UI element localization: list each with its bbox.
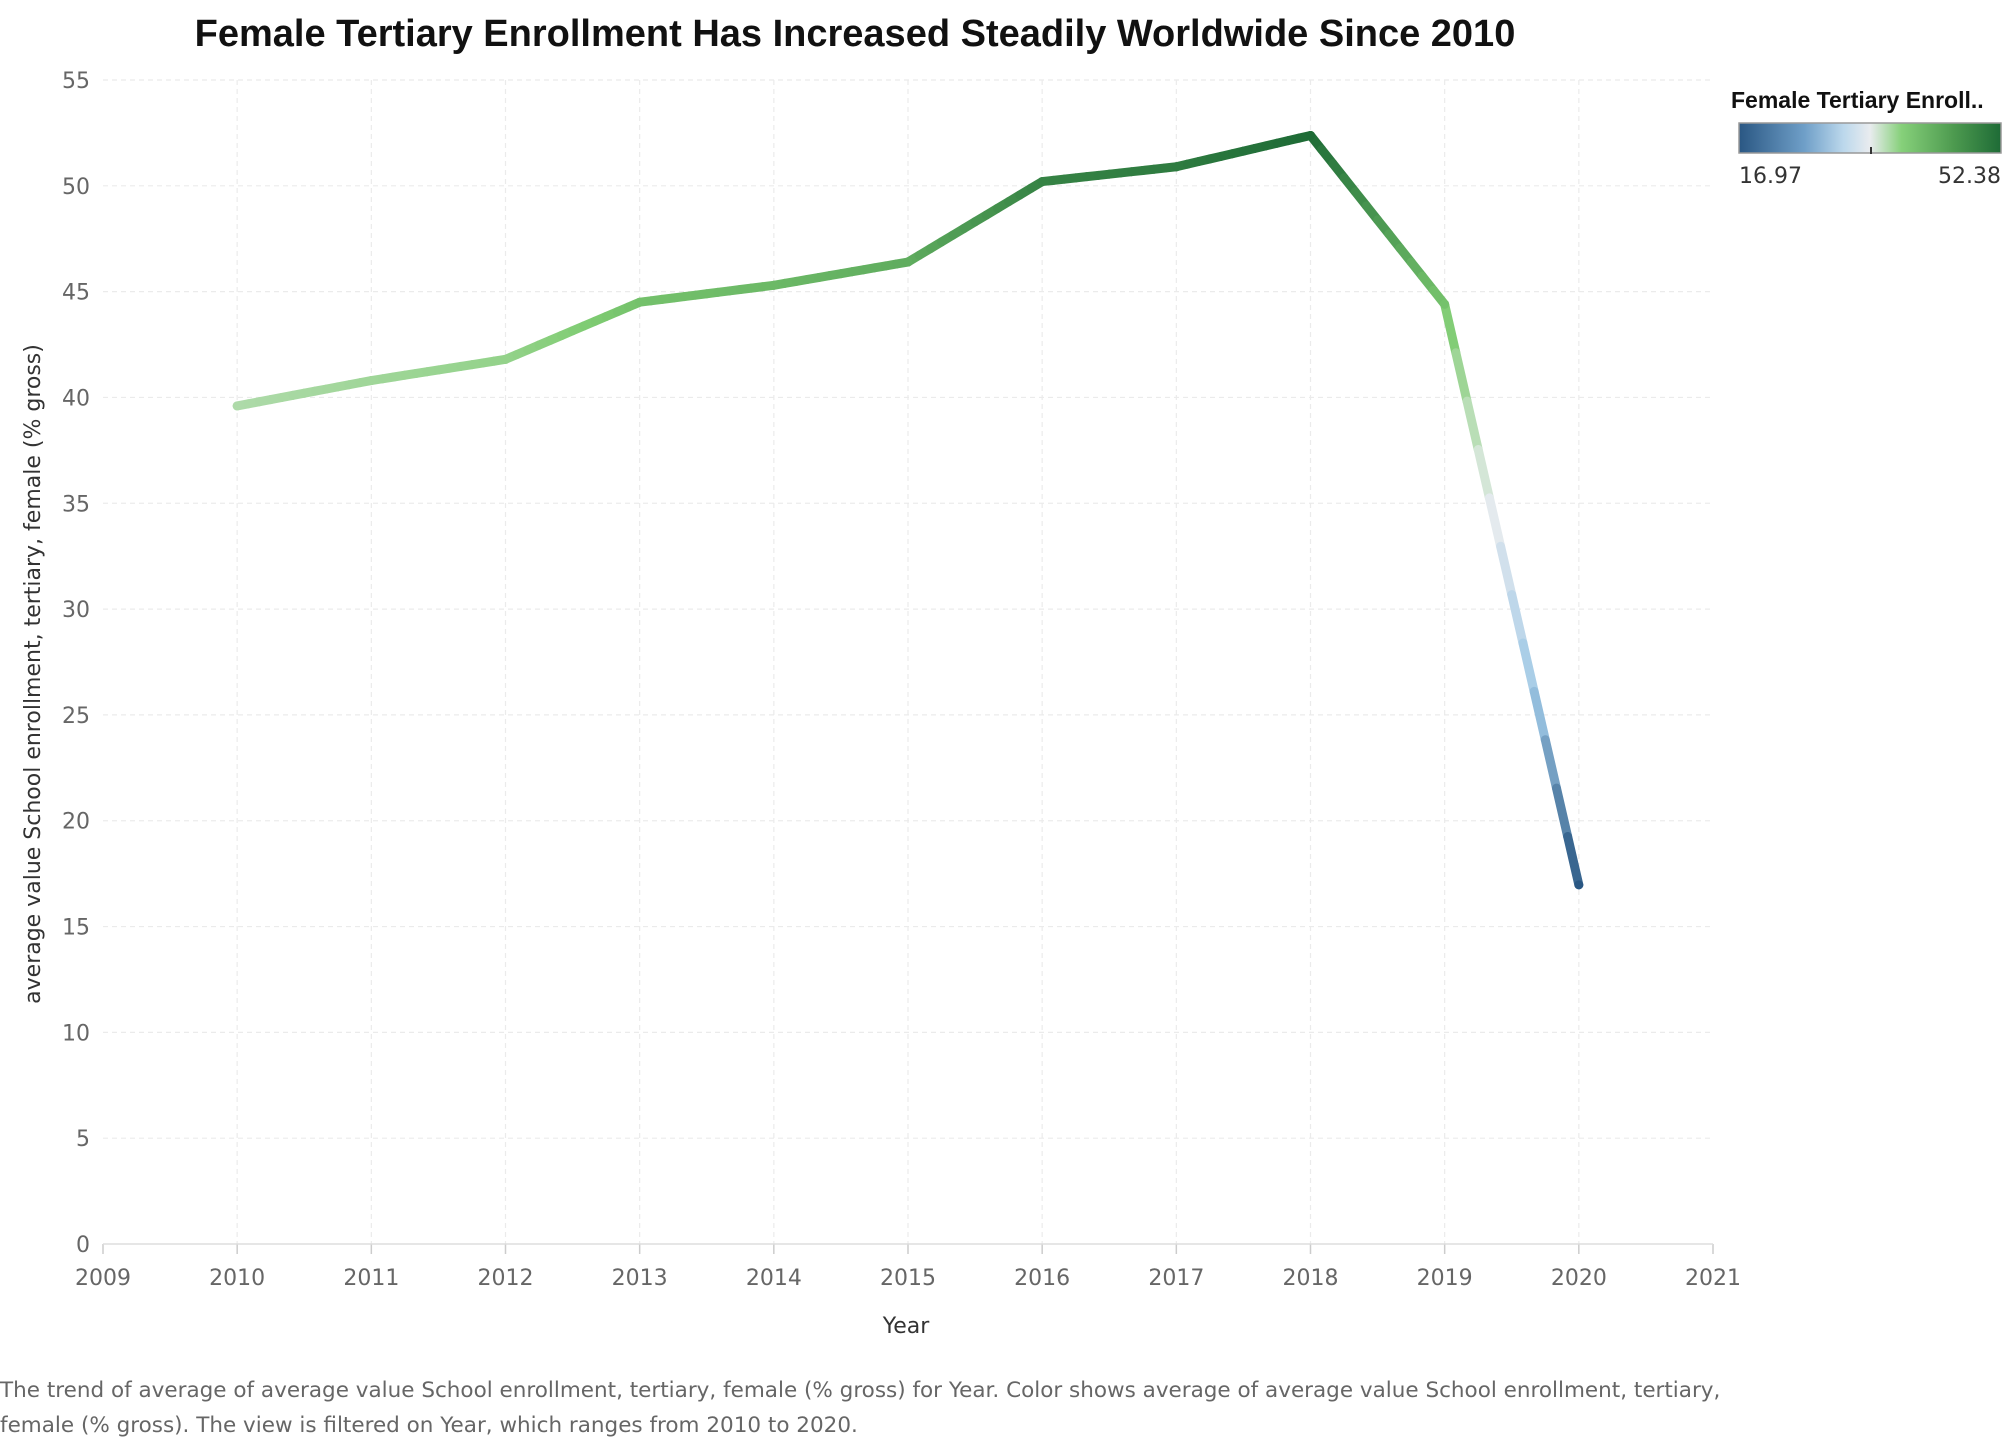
line-segment [1540,735,1561,793]
x-tick-label: 2010 [209,1266,265,1291]
y-tick-label: 25 [62,704,90,729]
data-point[interactable] [501,354,510,364]
data-point[interactable] [903,257,913,267]
x-tick-label: 2021 [1685,1266,1741,1291]
y-tick-label: 30 [62,598,90,623]
data-point[interactable] [1171,162,1181,172]
y-axis-label: average value School enrollment, tertiar… [21,344,46,1004]
x-tick-label: 2011 [343,1266,399,1291]
y-tick-label: 20 [62,810,90,835]
line-segment [1473,444,1494,503]
y-tick-label: 35 [62,492,90,517]
y-tick-label: 15 [62,916,90,941]
x-tick-label: 2014 [746,1266,802,1291]
x-tick-label: 2017 [1148,1266,1204,1291]
data-point[interactable] [1037,177,1047,187]
y-tick-label: 50 [62,175,90,200]
x-tick-label: 2016 [1014,1266,1070,1291]
chart-title: Female Tertiary Enrollment Has Increased… [195,13,1516,55]
gridlines [103,79,1713,1244]
y-tick-label: 10 [62,1021,90,1046]
x-tick-label: 2015 [880,1266,936,1291]
legend-max-label: 52.38 [1938,164,2001,189]
x-tick-label: 2020 [1551,1266,1607,1291]
y-tick-label: 0 [76,1233,90,1258]
y-axis-ticks: 0 5 10 15 20 25 30 35 40 45 50 55 [62,69,90,1258]
line-segment [1551,783,1573,841]
line-segment [1496,541,1517,600]
data-point[interactable] [1574,880,1584,890]
data-point[interactable] [769,280,779,290]
x-tick-label: 2019 [1417,1266,1473,1291]
data-point[interactable] [1440,299,1450,309]
x-axis-label: Year [882,1314,931,1339]
line-segment [1507,590,1528,648]
line-segment [1563,831,1584,890]
color-legend: Female Tertiary Enroll.. 16.97 52.38 [1731,87,2002,189]
line-segment [1518,638,1539,696]
chart-caption: The trend of average of average value Sc… [0,1378,1721,1438]
legend-title: Female Tertiary Enroll.. [1731,87,1984,113]
line-segment [1462,396,1483,454]
line-segment [1451,348,1472,406]
legend-min-label: 16.97 [1739,164,1802,189]
line-segment [1529,686,1550,745]
data-point[interactable] [232,401,242,411]
data-point[interactable] [635,297,645,307]
x-tick-label: 2013 [612,1266,668,1291]
y-tick-label: 40 [62,386,90,411]
data-point[interactable] [1306,130,1315,140]
line-segment [1484,493,1506,551]
y-tick-label: 5 [76,1127,90,1152]
y-tick-label: 55 [62,69,90,94]
series-line [232,130,1584,890]
x-tick-label: 2009 [75,1266,131,1291]
data-point[interactable] [366,376,376,386]
y-tick-label: 45 [62,281,90,306]
x-axis-ticks: 2009 2010 2011 2012 2013 2014 2015 2016 2017 2018… [75,1244,1741,1291]
x-tick-label: 2018 [1283,1266,1339,1291]
x-tick-label: 2012 [478,1266,534,1291]
line-segment [1440,299,1461,358]
